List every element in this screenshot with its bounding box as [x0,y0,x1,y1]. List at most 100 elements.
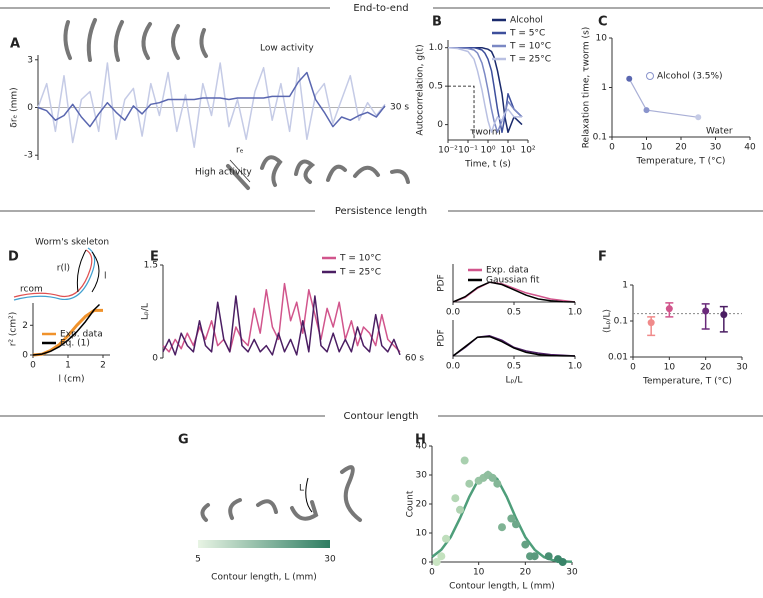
y-tick-label: 20 [416,500,428,510]
worm [390,169,410,184]
point [488,473,497,482]
worm [256,499,278,514]
x-tick-label: 30 [710,143,722,153]
x-tick-label: 10⁻¹ [458,146,478,156]
x-axis-label: Lₚ/L [506,376,523,386]
y-axis-label: δrₑ (mm) [10,87,20,127]
y-axis-label: Count [406,490,416,517]
point [493,479,502,488]
x-axis-label: Contour length, L (mm) [211,573,317,583]
point [465,479,474,488]
point [530,552,539,561]
x-tick-label: 0 [630,363,636,373]
x-tick-label: 10 [473,568,485,578]
panel-label: B [432,15,442,30]
series-line [32,303,101,356]
error-bar [719,305,728,333]
r-arrow [76,249,87,293]
legend-marker [646,72,654,80]
x-tick-label: 10¹ [500,146,515,156]
panel-label: D [8,250,19,265]
y-tick-label: 2 [22,321,28,331]
worm [228,498,242,520]
x-tick-label: 30 [324,555,336,565]
y-tick-label: 0.5 [429,82,443,92]
panel-label: A [10,37,20,52]
section-title: Contour length [344,411,419,422]
connector [628,78,699,118]
panel-label: F [598,250,607,265]
y-axis-label: Relaxation time, τworm (s) [582,27,592,149]
x-axis-label: Contour length, L (mm) [449,582,555,592]
annotation: L [299,484,304,494]
point [643,107,650,114]
legend-label: T = 25°C [339,268,381,278]
y-tick-label: 0 [27,103,33,113]
worm [200,503,210,522]
panel-label: G [178,433,189,448]
point [432,558,441,566]
panel-label: H [415,433,426,448]
y-axis-label: Lₚ/L [141,303,151,320]
y-tick-label: 0 [152,354,158,364]
point [437,552,446,561]
panel-label: C [598,15,608,30]
x-tick-label: 20 [520,568,532,578]
x-tick-label: 30 [566,568,578,578]
l-marker [305,477,313,513]
y-tick-label: 1 [622,281,628,291]
point [626,75,633,82]
y-tick-label: 10 [596,34,608,44]
y-tick-label: 1.5 [144,261,158,271]
point [720,311,728,319]
scale-label: 30 s [390,103,409,113]
worm [353,165,380,178]
annotation: l [104,272,107,282]
worm [113,20,124,62]
y-tick-label: 30 [416,471,428,481]
point [451,494,460,503]
worm [294,159,316,184]
legend-label: T = 25°C [509,55,551,65]
worm [141,22,152,60]
point [695,114,702,121]
point [702,307,710,315]
x-axis-label: l (cm) [58,375,84,385]
x-tick-label: 1 [65,361,71,371]
x-tick-label: 20 [675,143,687,153]
y-tick-label: 0 [437,120,443,130]
worm [199,28,208,58]
worm [260,155,283,187]
series-line [447,46,522,134]
section-title: End-to-end [353,3,408,14]
legend-label: Exp. data [486,266,529,276]
scale-label: 60 s [405,354,424,364]
point [558,558,567,566]
x-axis-label: Temperature, T (°C) [642,377,732,387]
point [512,520,520,529]
x-tick-label: 5 [195,555,201,565]
series-line [452,281,576,303]
worm [171,24,180,60]
fit-line [431,470,573,563]
x-tick-label: 0.0 [446,362,461,372]
y-tick-label: 3 [27,55,33,65]
y-axis-label: PDF [437,329,447,347]
y-axis-label: PDF [437,274,447,292]
x-tick-label: 10 [641,143,653,153]
worm-images [13,18,410,522]
x-axis-label: Time, t (s) [464,160,511,170]
re-arrow [229,159,251,183]
skeleton [13,247,96,301]
annotation: Water [706,127,733,137]
legend-label: T = 10°C [509,42,551,52]
series-line [37,62,386,149]
y-tick-label: 0 [421,558,427,568]
x-tick-label: 0.5 [507,308,521,318]
colorbar [198,540,330,548]
legend-label: T = 5°C [509,29,545,39]
y-tick-label: 40 [416,442,428,452]
annotation: rcom [20,285,43,295]
legend-label: T = 10°C [339,254,381,264]
